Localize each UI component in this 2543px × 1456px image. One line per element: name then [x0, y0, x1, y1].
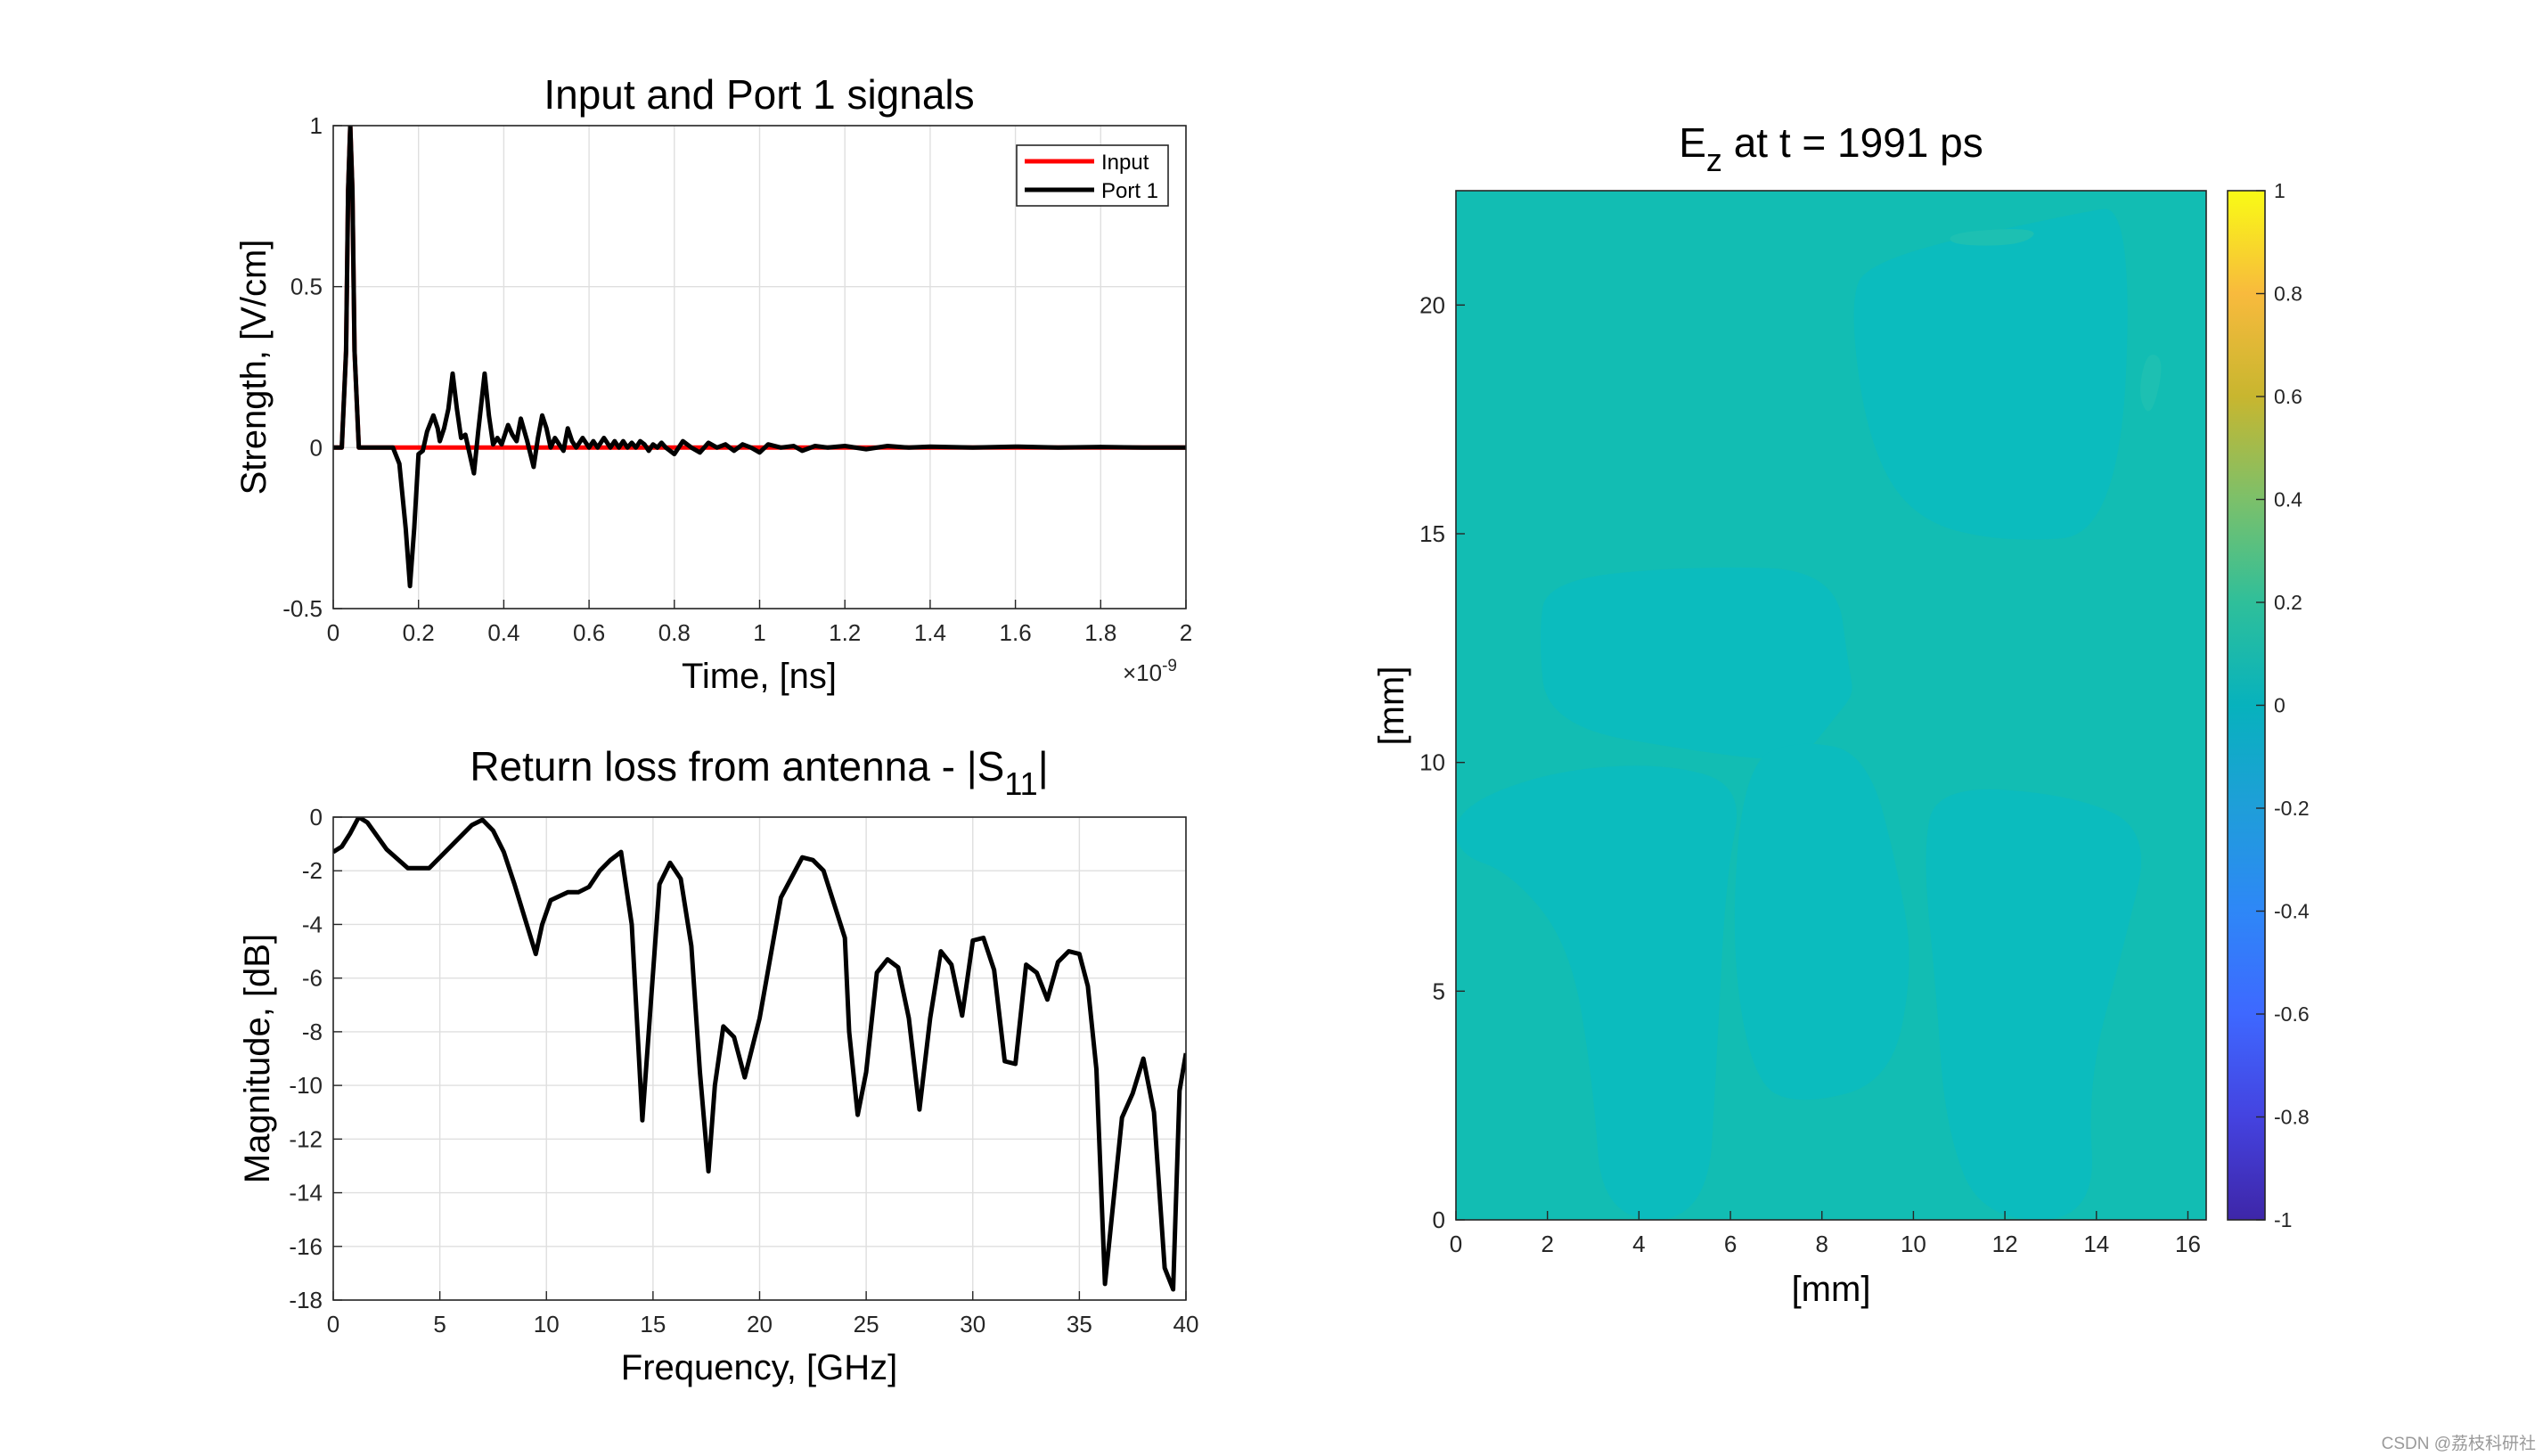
series-line-s11 — [333, 817, 1186, 1292]
y-axis-label: Strength, [V/cm] — [234, 240, 274, 495]
field-region — [1926, 789, 2142, 1220]
y-tick-label: -0.5 — [282, 595, 323, 622]
y-tick-label: -18 — [289, 1287, 323, 1313]
x-tick-label: 1 — [753, 619, 765, 646]
y-tick-label: 0 — [1433, 1207, 1445, 1233]
x-tick-label: 1.8 — [1084, 619, 1116, 646]
x-tick-label: 4 — [1632, 1231, 1645, 1257]
colorbar-tick-label: 0.8 — [2274, 282, 2302, 306]
x-tick-label: 10 — [1901, 1231, 1926, 1257]
x-tick-label: 0 — [1450, 1231, 1462, 1257]
colorbar-tick-label: -0.4 — [2274, 900, 2310, 923]
series-line-port1 — [333, 126, 1186, 589]
field-region — [1456, 765, 1738, 1220]
legend-label-input: Input — [1101, 151, 1149, 175]
y-tick-label: 20 — [1419, 291, 1445, 318]
chart-title: Return loss from antenna - |S11| — [470, 743, 1048, 802]
x-tick-label: 0.2 — [403, 619, 435, 646]
y-tick-label: -6 — [302, 965, 323, 992]
y-tick-label: -10 — [289, 1072, 323, 1099]
x-axis-label: Time, [ns] — [682, 657, 837, 696]
legend: Input Port 1 — [1016, 144, 1169, 207]
y-axis-label: Magnitude, [dB] — [238, 934, 277, 1183]
colorbar: -1 -0.8 -0.6 -0.4 -0.2 0 0.2 0.4 0.6 0.8 1 — [2227, 179, 2310, 1231]
y-tick-label: -16 — [289, 1233, 323, 1260]
colorbar-tick-label: 0.2 — [2274, 591, 2302, 614]
y-ticks: -0.5 0 0.5 1 — [282, 112, 342, 622]
x-tick-label: 14 — [2083, 1231, 2109, 1257]
x-tick-label: 1.4 — [914, 619, 946, 646]
colorbar-tick-label: -0.6 — [2274, 1002, 2310, 1026]
y-tick-label: 5 — [1433, 977, 1445, 1004]
x-ticks: 0 5 10 15 20 25 30 35 40 — [327, 1291, 1199, 1337]
colorbar-tick-label: -0.8 — [2274, 1106, 2310, 1129]
chart-title: Input and Port 1 signals — [544, 71, 974, 118]
x-tick-label: 25 — [854, 1311, 879, 1337]
colorbar-tick-label: 0 — [2274, 694, 2285, 717]
axes-box — [1455, 190, 2207, 1221]
x-tick-label: 0.8 — [658, 619, 691, 646]
colorbar-tick-label: -0.2 — [2274, 797, 2310, 820]
y-tick-label: 0.5 — [290, 274, 323, 300]
field-region — [1853, 209, 2128, 540]
field-region — [1734, 743, 1909, 1100]
x-tick-label: 10 — [534, 1311, 560, 1337]
x-tick-label: 8 — [1815, 1231, 1828, 1257]
colorbar-tick-label: -1 — [2274, 1208, 2292, 1231]
y-tick-label: -8 — [302, 1018, 323, 1045]
x-axis-label: [mm] — [1792, 1270, 1871, 1309]
y-tick-label: 0 — [310, 434, 323, 461]
colorbar-tick-label: 0.6 — [2274, 385, 2302, 408]
x-tick-label: 30 — [960, 1311, 985, 1337]
y-ticks: 0 5 10 15 20 — [1419, 291, 1465, 1233]
x-tick-label: 0.4 — [487, 619, 519, 646]
chart-title: Ez at t = 1991 ps — [1679, 119, 1983, 178]
x-tick-label: 20 — [747, 1311, 773, 1337]
colorbar-tick-label: 1 — [2274, 179, 2285, 202]
y-ticks: -18 -16 -14 -12 -10 -8 -6 -4 -2 0 — [289, 804, 342, 1313]
x-tick-label: 0.6 — [573, 619, 605, 646]
x-tick-label: 6 — [1724, 1231, 1737, 1257]
axes-box — [332, 816, 1187, 1301]
x-tick-label: 2 — [1180, 619, 1192, 646]
y-tick-label: -14 — [289, 1180, 323, 1207]
field-region — [1950, 229, 2034, 246]
y-tick-label: 0 — [310, 804, 323, 830]
x-tick-label: 16 — [2175, 1231, 2201, 1257]
legend-box — [1016, 144, 1169, 207]
x-tick-label: 5 — [433, 1311, 446, 1337]
x-tick-label: 40 — [1173, 1311, 1199, 1337]
field-region — [1540, 567, 1852, 759]
colorbar-ticks: -1 -0.8 -0.6 -0.4 -0.2 0 0.2 0.4 0.6 0.8 1 — [2256, 179, 2310, 1231]
x-tick-label: 1.6 — [1000, 619, 1032, 646]
y-tick-label: 1 — [310, 112, 323, 139]
y-tick-label: -4 — [302, 911, 323, 937]
legend-label-port1: Port 1 — [1101, 179, 1158, 203]
x-tick-label: 35 — [1067, 1311, 1092, 1337]
y-tick-label: -2 — [302, 857, 323, 884]
x-axis-label: Frequency, [GHz] — [621, 1348, 897, 1387]
x-tick-label: 0 — [327, 1311, 339, 1337]
x-ticks: 0 2 4 6 8 10 12 14 16 — [1450, 1211, 2201, 1257]
y-tick-label: 15 — [1419, 520, 1445, 547]
x-tick-label: 1.2 — [829, 619, 861, 646]
y-tick-label: 10 — [1419, 749, 1445, 776]
watermark: CSDN @荔枝科研社 — [2382, 1434, 2536, 1453]
x-ticks: 0 0.2 0.4 0.6 0.8 1 1.2 1.4 1.6 1.8 2 — [327, 600, 1192, 646]
time-signal-chart: 0 0.2 0.4 0.6 0.8 1 1.2 1.4 1.6 1.8 2 -0.500.51 In… — [234, 71, 1192, 696]
axes-box — [332, 125, 1187, 609]
x-tick-label: 12 — [1992, 1231, 2018, 1257]
x-tick-label: 0 — [327, 619, 339, 646]
return-loss-chart: 0 5 10 15 20 25 30 35 40 -18 -16 -14 -12 -10 -8 -6 -4 -2… — [238, 743, 1198, 1387]
x-exponent: ×10-9 — [1123, 657, 1177, 686]
y-tick-label: -12 — [289, 1125, 323, 1152]
y-axis-label: [mm] — [1372, 667, 1411, 746]
x-tick-label: 2 — [1541, 1231, 1553, 1257]
field-region — [2140, 354, 2162, 412]
colorbar-tick-label: 0.4 — [2274, 488, 2302, 511]
field-regions — [1456, 209, 2162, 1220]
x-tick-label: 15 — [640, 1311, 666, 1337]
